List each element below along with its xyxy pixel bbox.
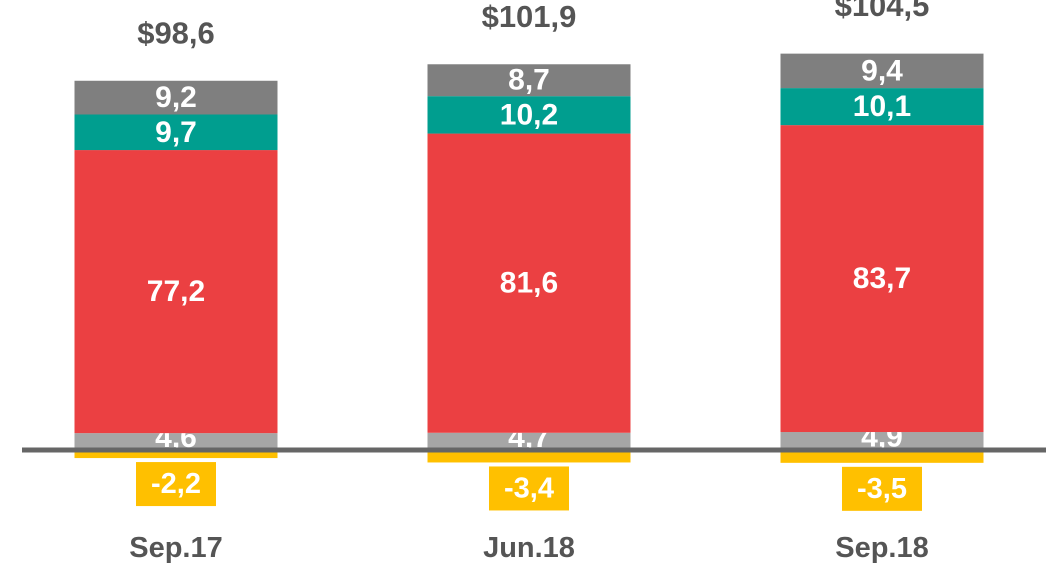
- segment-label: 10,1: [853, 90, 911, 123]
- bar-segment: [74, 450, 278, 459]
- label-box: [136, 462, 216, 507]
- bar-segment: [74, 114, 278, 151]
- label-box: [842, 466, 922, 511]
- bar-segment: [427, 450, 631, 463]
- segment-label: 9,4: [861, 54, 903, 87]
- total-label: $101,9: [482, 0, 577, 34]
- segment-label: 77,2: [147, 275, 205, 308]
- segment-label: 8,7: [508, 64, 550, 97]
- total-label: $98,6: [137, 15, 215, 50]
- bar-segment: [780, 432, 984, 450]
- bar-segment: [780, 125, 984, 433]
- segment-label: 10,2: [500, 98, 558, 131]
- segment-label: 9,7: [155, 116, 197, 149]
- segment-label: -3,4: [504, 472, 554, 504]
- segment-label: -3,5: [857, 473, 907, 505]
- bar-segment: [427, 96, 631, 134]
- bar-segment: [427, 64, 631, 97]
- bar-segment: [74, 150, 278, 434]
- bar-segment: [780, 88, 984, 126]
- bar-segment: [427, 133, 631, 433]
- segment-label: -2,2: [151, 468, 201, 500]
- segment-label: 83,7: [853, 262, 911, 295]
- bar-segment: [427, 432, 631, 450]
- segment-label: 9,2: [155, 81, 197, 114]
- x-tick-label: Sep.17: [129, 532, 223, 564]
- bar-segment: [780, 450, 984, 463]
- x-tick-label: Jun.18: [483, 532, 575, 564]
- segment-label: 81,6: [500, 267, 558, 300]
- x-tick-label: Sep.18: [835, 532, 929, 564]
- label-box: [489, 466, 569, 511]
- bar-segment: [780, 53, 984, 89]
- bar-segment: [74, 433, 278, 450]
- bar-segment: [74, 80, 278, 115]
- total-label: $104,5: [835, 0, 930, 23]
